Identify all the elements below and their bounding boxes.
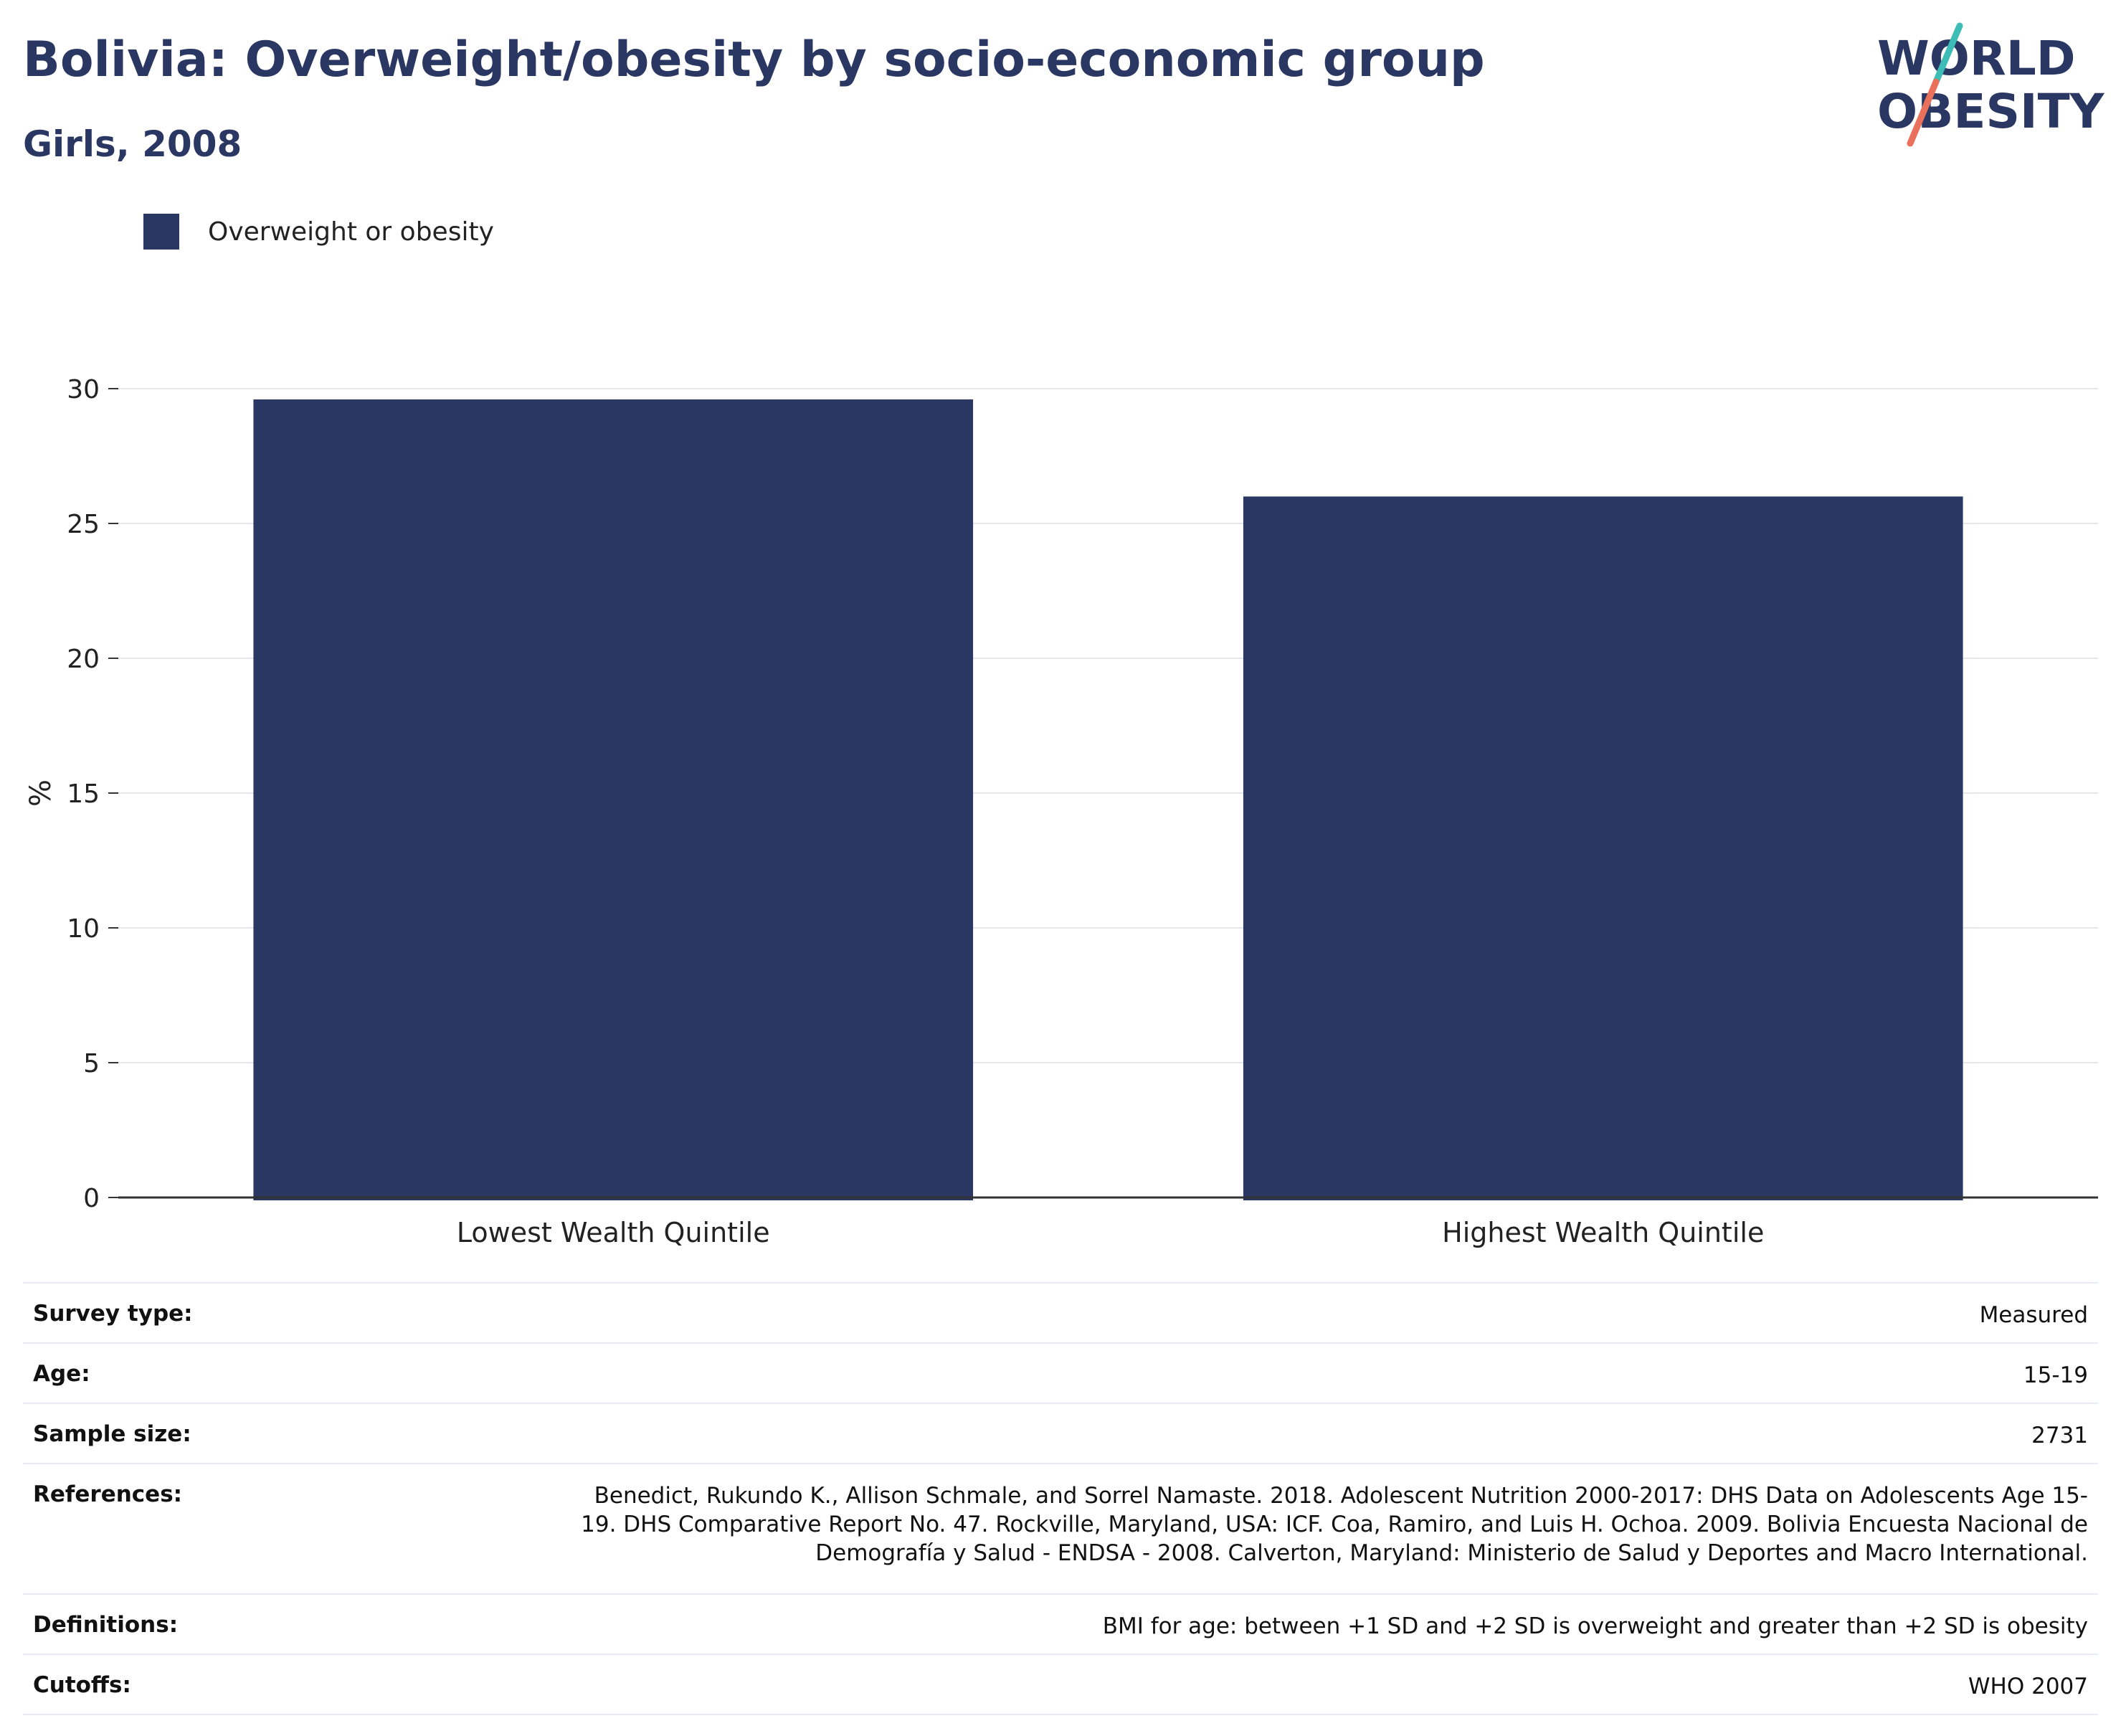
cutoffs-value: WHO 2007 xyxy=(445,1654,2098,1715)
info-row-age: Age: 15-19 xyxy=(23,1342,2098,1403)
info-row-definitions: Definitions: BMI for age: between +1 SD … xyxy=(23,1593,2098,1654)
bar-1 xyxy=(253,399,974,1200)
sample-size-label: Sample size: xyxy=(23,1403,445,1464)
chart-subtitle: Girls, 2008 xyxy=(23,123,242,165)
y-tick-label-15: 15 xyxy=(67,779,100,809)
bar-chart: 0 5 10 15 20 25 30 Lowest Wealth Quintile Highe… xyxy=(24,375,2098,1248)
survey-type-label: Survey type: xyxy=(23,1282,445,1343)
x-tick-label-2: Highest Wealth Quintile xyxy=(1442,1217,1764,1248)
x-axis-labels: Lowest Wealth Quintile Highest Wealth Qui… xyxy=(457,1217,1764,1248)
info-row-references: References: Benedict, Rukundo K., Alliso… xyxy=(23,1463,2098,1594)
info-row-sample-size: Sample size: 2731 xyxy=(23,1403,2098,1464)
x-tick-label-1: Lowest Wealth Quintile xyxy=(457,1217,770,1248)
logo-word-obesity: OBESITY xyxy=(1877,84,2105,139)
age-value: 15-19 xyxy=(445,1342,2098,1403)
legend: Overweight or obesity xyxy=(143,214,494,250)
bar-2 xyxy=(1243,496,1963,1200)
legend-swatch xyxy=(143,214,179,250)
references-line-1: Benedict, Rukundo K., Allison Schmale, a… xyxy=(594,1483,2088,1509)
y-tick-label-20: 20 xyxy=(67,645,100,674)
logo-slash-bottom xyxy=(1907,78,1940,147)
age-label: Age: xyxy=(23,1342,445,1403)
chart-title: Bolivia: Overweight/obesity by socio-eco… xyxy=(23,32,1485,88)
bars xyxy=(253,399,1963,1200)
info-row-cutoffs: Cutoffs: WHO 2007 xyxy=(23,1654,2098,1715)
references-line-2: 19. DHS Comparative Report No. 47. Rockv… xyxy=(581,1512,2088,1537)
info-table: Survey type: Measured Age: 15-19 Sample … xyxy=(23,1282,2098,1715)
y-tick-label-25: 25 xyxy=(67,510,100,539)
y-tick-label-30: 30 xyxy=(67,375,100,404)
definitions-value: BMI for age: between +1 SD and +2 SD is … xyxy=(445,1593,2098,1654)
info-row-survey-type: Survey type: Measured xyxy=(23,1282,2098,1343)
y-axis-title: % xyxy=(24,779,57,807)
references-value: Benedict, Rukundo K., Allison Schmale, a… xyxy=(445,1463,2098,1594)
y-axis-ticks: 0 5 10 15 20 25 30 xyxy=(67,375,118,1213)
cutoffs-label: Cutoffs: xyxy=(23,1654,445,1715)
references-label: References: xyxy=(23,1463,445,1594)
y-tick-label-0: 0 xyxy=(83,1184,100,1213)
logo-slash-top xyxy=(1932,22,1963,85)
definitions-label: Definitions: xyxy=(23,1593,445,1654)
sample-size-value: 2731 xyxy=(445,1403,2098,1464)
world-obesity-logo: WORLD OBESITY xyxy=(1877,22,2105,147)
survey-type-value: Measured xyxy=(445,1282,2098,1343)
y-tick-label-10: 10 xyxy=(67,914,100,944)
y-tick-label-5: 5 xyxy=(83,1049,100,1078)
logo-word-world: WORLD xyxy=(1877,31,2076,86)
references-line-3: Demografía y Salud - ENDSA - 2008. Calve… xyxy=(815,1540,2088,1566)
legend-label: Overweight or obesity xyxy=(208,217,494,247)
